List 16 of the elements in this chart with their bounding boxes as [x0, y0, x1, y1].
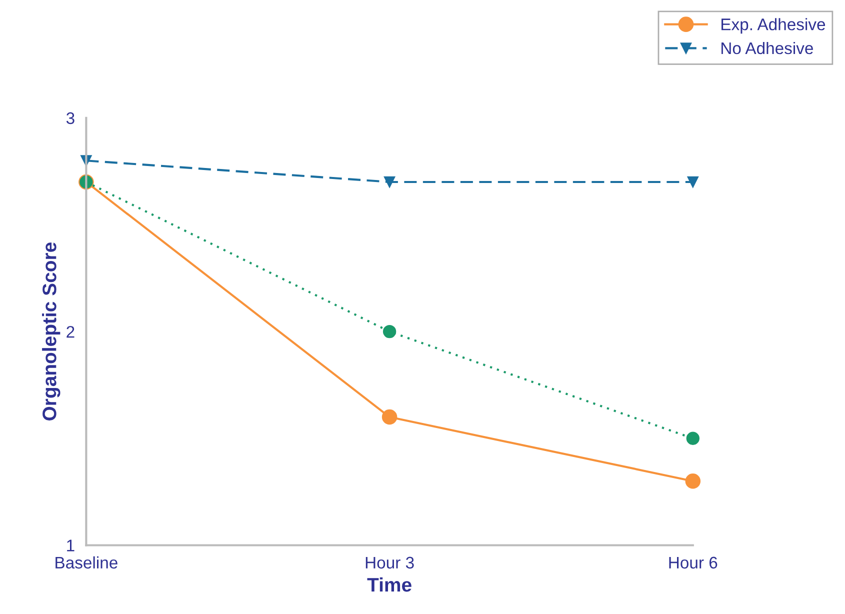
x-tick-label: Baseline — [56, 556, 118, 569]
point — [685, 473, 701, 489]
y-tick-label: 1 — [67, 540, 74, 552]
point — [686, 432, 700, 445]
point — [687, 176, 698, 188]
y-tick-label: 3 — [66, 112, 74, 124]
x-tick-label: Hour 3 — [366, 556, 414, 569]
legend-label: No Adhesive — [722, 42, 813, 54]
x-axis-title: Time — [367, 577, 412, 592]
y-axis-title: Organoleptic Score — [42, 242, 60, 420]
legend-label: Exp. Adhesive — [722, 18, 826, 34]
y-tick-label: 2 — [66, 326, 74, 338]
point — [382, 409, 398, 425]
point — [382, 324, 396, 338]
x-tick-label: Hour 6 — [669, 556, 718, 569]
point — [384, 176, 396, 188]
